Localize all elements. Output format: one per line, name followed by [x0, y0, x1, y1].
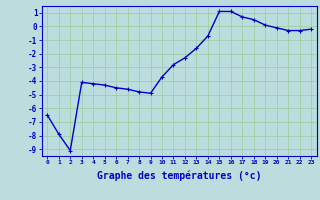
X-axis label: Graphe des températures (°c): Graphe des températures (°c): [97, 171, 261, 181]
